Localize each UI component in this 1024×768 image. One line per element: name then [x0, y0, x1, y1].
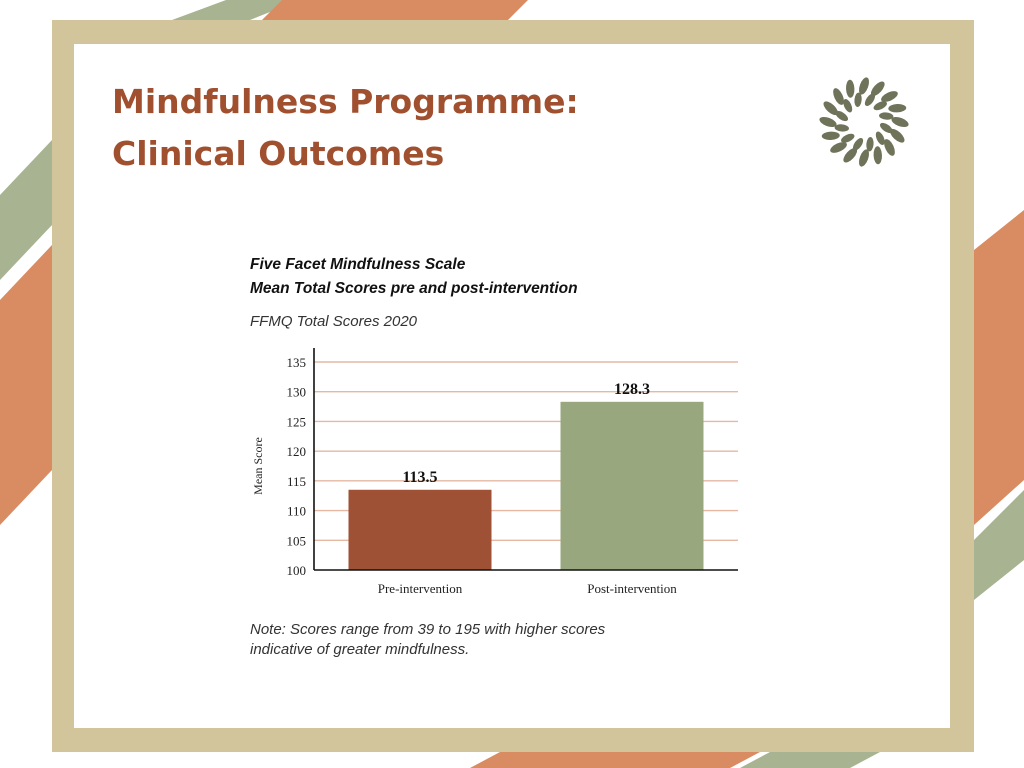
chart-note-line-2: indicative of greater mindfulness. [250, 641, 470, 658]
logo-leaf [830, 142, 847, 153]
stripe-orange-left [0, 245, 52, 525]
chart-title-line-1: Five Facet Mindfulness Scale [250, 256, 466, 273]
logo-leaf [870, 81, 885, 96]
y-tick-label: 135 [287, 355, 307, 370]
logo-leaf [866, 137, 874, 152]
logo-leaf [879, 112, 894, 120]
y-tick-label: 120 [287, 444, 307, 459]
logo-leaf [835, 110, 849, 122]
page-title: Mindfulness Programme: Clinical Outcomes [112, 76, 579, 180]
leaf-wreath-icon [819, 77, 909, 167]
stripe-green-left [0, 140, 52, 280]
y-tick-label: 105 [287, 533, 307, 548]
slide-card [74, 44, 950, 728]
y-axis-label: Mean Score [251, 437, 265, 495]
stripe-orange-bottom [470, 752, 760, 768]
y-tick-label: 115 [287, 474, 306, 489]
logo-leaf [819, 116, 837, 128]
logo-leaf [864, 93, 876, 107]
y-tick-label: 100 [287, 563, 307, 578]
logo-leaf [888, 104, 907, 113]
page-title-line-1: Mindfulness Programme: [112, 82, 579, 121]
logo-leaf [843, 148, 858, 163]
stripe-orange-top [262, 0, 528, 20]
stripe-orange-right [974, 210, 1024, 525]
stripe-green-top-left [172, 0, 300, 20]
x-tick-label: Pre-intervention [378, 581, 463, 596]
logo-leaf [890, 128, 905, 143]
bar [560, 401, 704, 570]
y-tick-label: 110 [287, 504, 306, 519]
logo-leaf [833, 88, 844, 105]
stripe-green-right [974, 490, 1024, 600]
logo-leaf [858, 77, 870, 95]
logo-leaf [875, 131, 885, 145]
logo-leaf [823, 101, 838, 116]
logo-leaf [873, 101, 887, 111]
logo-leaf [846, 79, 855, 98]
logo-leaf [834, 124, 849, 132]
y-tick-label: 125 [287, 414, 307, 429]
stripe-green-bottom [740, 752, 880, 768]
logo-leaf [884, 139, 895, 156]
logo-leaf [821, 131, 840, 140]
logo-leaf [854, 92, 862, 107]
y-tick-label: 130 [287, 385, 307, 400]
page-title-line-2: Clinical Outcomes [112, 134, 445, 173]
logo-leaf [841, 133, 855, 143]
bar-value-label: 128.3 [614, 381, 650, 398]
logo-leaf [879, 122, 893, 134]
chart-title: Five Facet Mindfulness Scale Mean Total … [250, 253, 578, 301]
bar [348, 489, 492, 570]
logo-leaf [858, 149, 870, 167]
logo-leaf [843, 99, 853, 113]
chart-note: Note: Scores range from 39 to 195 with h… [250, 620, 605, 660]
logo-leaf [891, 116, 909, 128]
chart-title-line-2: Mean Total Scores pre and post-intervent… [250, 280, 578, 297]
chart-note-line-1: Note: Scores range from 39 to 195 with h… [250, 621, 606, 638]
logo-leaf [873, 146, 882, 165]
logo-leaf [881, 91, 898, 102]
x-tick-label: Post-intervention [587, 581, 677, 596]
bar-value-label: 113.5 [402, 469, 437, 486]
logo-leaf [852, 137, 864, 151]
chart-subtitle: FFMQ Total Scores 2020 [250, 313, 418, 330]
bar-chart: 100 105 110 115 120 125 130 135 Mean Score 113.5 P… [251, 348, 738, 596]
